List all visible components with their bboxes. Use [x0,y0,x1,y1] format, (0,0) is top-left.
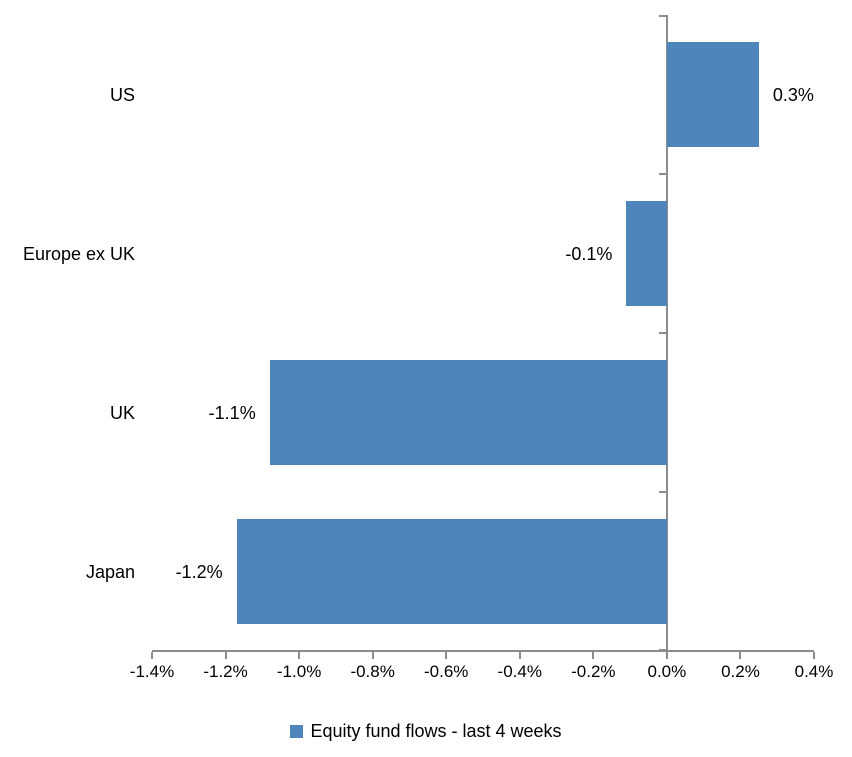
data-label-us: 0.3% [772,84,814,105]
x-tick-label-0-0-: 0.0% [647,662,687,681]
x-tick-label--0-8-: -0.8% [350,662,395,681]
x-tick [813,652,815,659]
category-tick [658,173,666,175]
category-tick [658,332,666,334]
legend: Equity fund flows - last 4 weeks [0,721,852,741]
bar-japan [236,519,667,624]
category-label-uk: UK [109,402,135,423]
x-tick [518,652,521,659]
legend-swatch-icon [290,724,304,738]
x-tick [592,652,595,659]
plot-area: -1.4% -1.2% -1.0% -0.8% -0.6% -0.4% -0.2% 0.0% 0… [130,15,833,680]
x-tick-label--0-4-: -0.4% [497,662,542,681]
x-tick [371,652,374,659]
x-tick-label-0-2-: 0.2% [721,662,760,681]
x-tick [151,652,153,659]
legend-label: Equity fund flows - last 4 weeks [310,721,562,741]
category-label-japan: Japan [85,561,135,582]
category-axis-labels: US Europe ex UK UK Japan [0,15,135,651]
x-tick [665,652,668,659]
zero-axis-line [665,15,668,659]
x-tick-label--1-2-: -1.2% [203,662,248,681]
data-label-europe-ex-uk: -0.1% [565,243,613,264]
x-tick [739,652,742,659]
x-tick-label--0-2-: -0.2% [571,662,616,681]
bar-uk [269,360,667,465]
category-label-us: US [109,84,135,105]
x-tick-label--1-0-: -1.0% [276,662,322,681]
x-tick [445,652,448,659]
data-label-uk: -1.1% [208,402,256,423]
bar-us [666,42,759,147]
x-axis-line [152,650,814,652]
x-tick [224,652,227,659]
x-tick-label--0-6-: -0.6% [424,662,469,681]
x-tick-label--1-4-: -1.4% [129,662,175,681]
category-tick [658,491,666,493]
x-tick [298,652,301,659]
category-label-europe-ex-uk: Europe ex UK [22,243,135,264]
bar-europe-ex-uk [626,201,667,306]
category-tick [658,15,666,17]
data-label-japan: -1.2% [175,561,223,582]
x-tick-label-0-4-: 0.4% [794,662,834,681]
